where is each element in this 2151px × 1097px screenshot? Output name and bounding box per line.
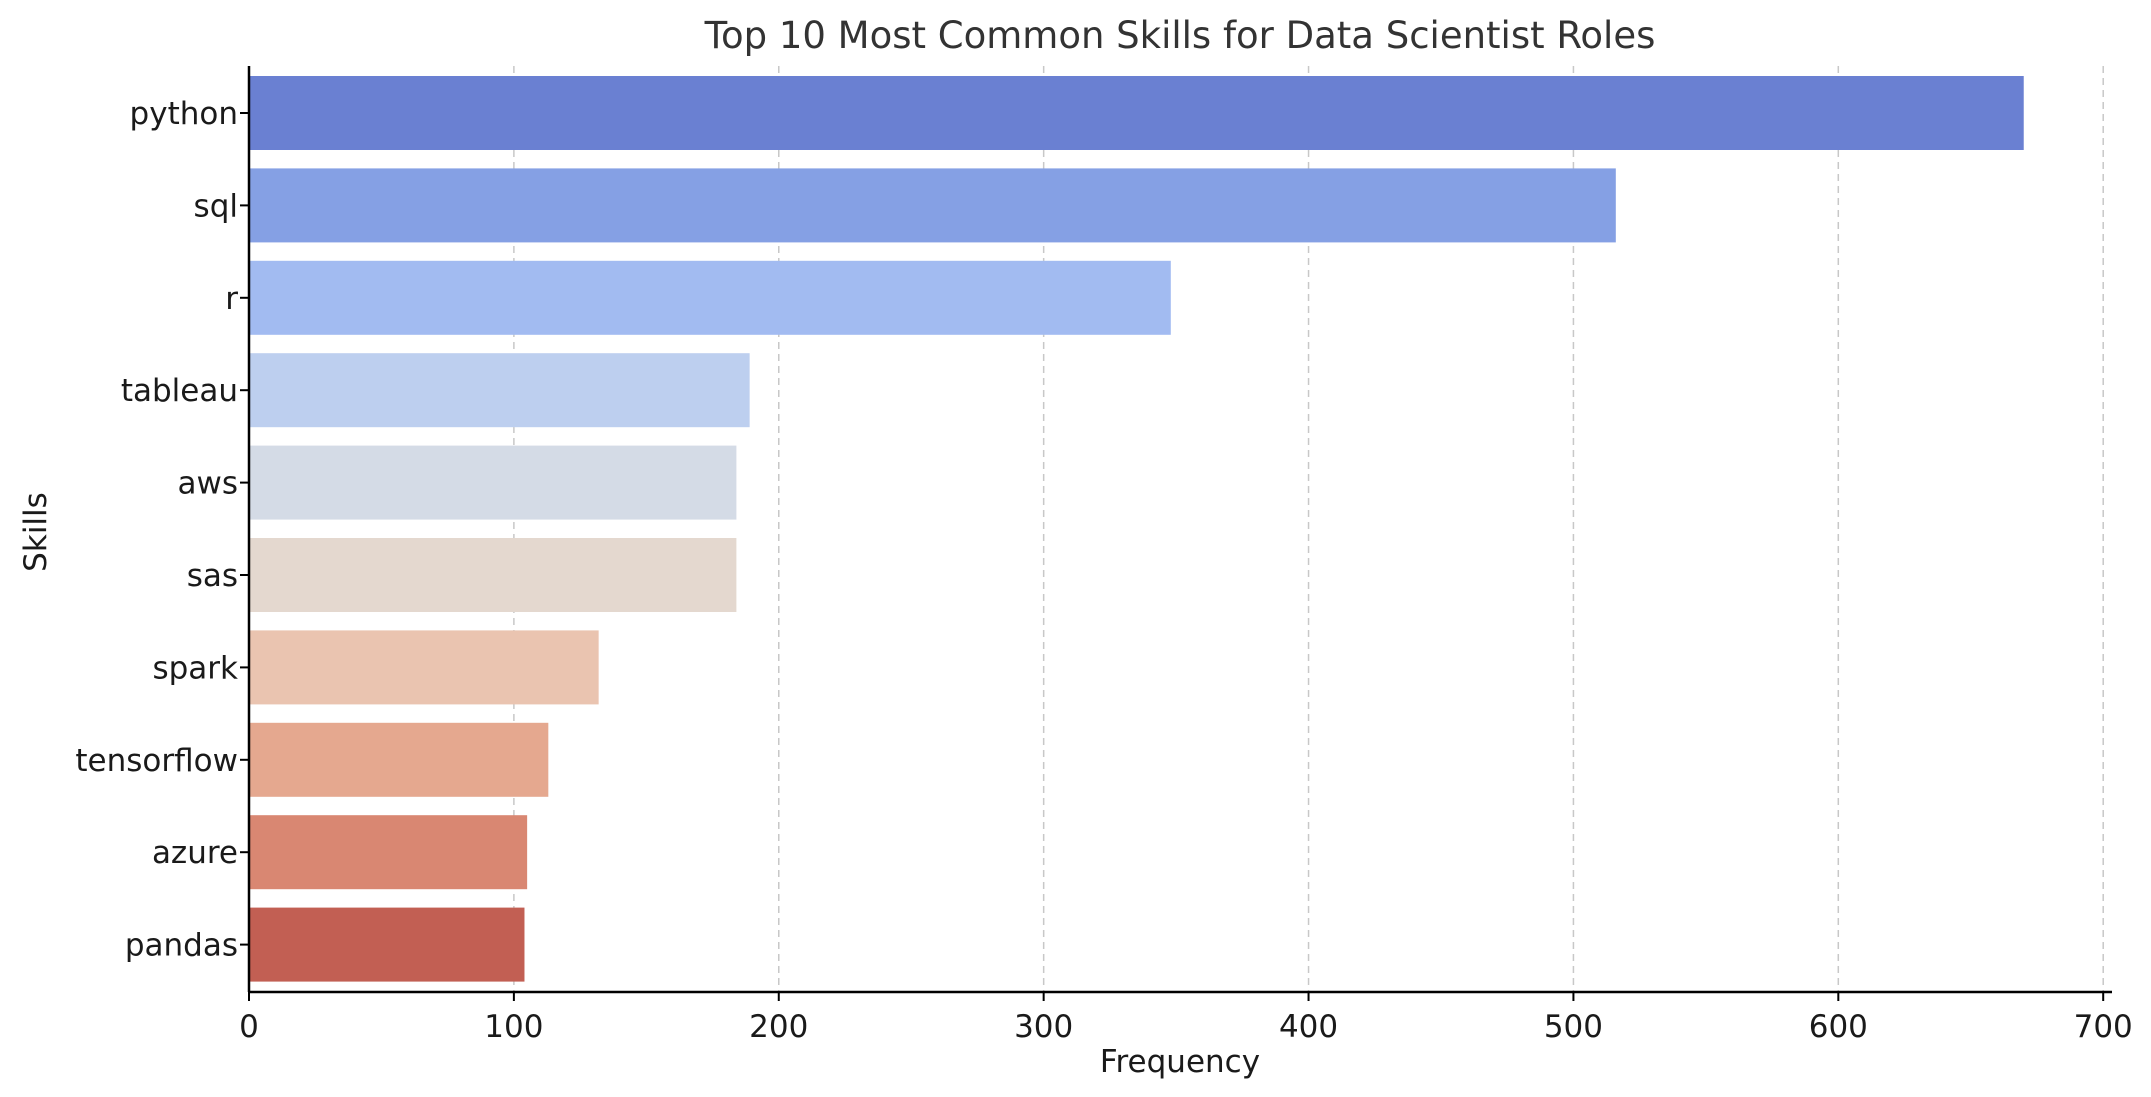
x-axis-label: Frequency [1100, 1044, 1260, 1080]
y-tick-label-r: r [225, 281, 238, 317]
bar-pandas [249, 907, 525, 982]
bars [249, 76, 2024, 982]
bar-tensorflow [249, 722, 549, 797]
bar-sql [249, 168, 1616, 243]
bar-python [249, 76, 2024, 150]
y-tick-labels: python sql r tableau aws sas spark tensorflow az… [75, 96, 249, 964]
x-tick-label: 200 [749, 1009, 808, 1045]
bar-azure [249, 815, 528, 890]
y-tick-label-sas: sas [187, 558, 238, 594]
bar-aws [249, 445, 737, 520]
x-tick-label: 600 [1809, 1009, 1868, 1045]
x-tick-label: 0 [239, 1009, 259, 1045]
y-tick-label-pandas: pandas [125, 928, 238, 964]
y-tick-label-sql: sql [194, 188, 238, 224]
y-tick-label-tableau: tableau [121, 373, 238, 409]
x-tick-label: 300 [1014, 1009, 1073, 1045]
y-tick-label-azure: azure [152, 835, 238, 871]
y-tick-label-tensorflow: tensorflow [75, 743, 238, 779]
chart-title: Top 10 Most Common Skills for Data Scien… [704, 14, 1656, 57]
axes [247, 66, 2112, 994]
y-tick-label-aws: aws [177, 466, 238, 502]
y-axis-label: Skills [18, 492, 54, 572]
x-tick-label: 700 [2074, 1009, 2133, 1045]
x-tick-label: 400 [1279, 1009, 1338, 1045]
x-tick-label: 500 [1544, 1009, 1603, 1045]
bar-sas [249, 538, 737, 612]
bar-spark [249, 630, 599, 705]
grid-lines [513, 66, 2104, 992]
bar-r [249, 260, 1171, 335]
y-tick-label-python: python [130, 96, 238, 132]
bar-tableau [249, 353, 750, 428]
x-tick-labels: 0 100 200 300 400 500 600 700 [239, 992, 2133, 1045]
y-tick-label-spark: spark [152, 650, 238, 686]
x-tick-label: 100 [484, 1009, 543, 1045]
